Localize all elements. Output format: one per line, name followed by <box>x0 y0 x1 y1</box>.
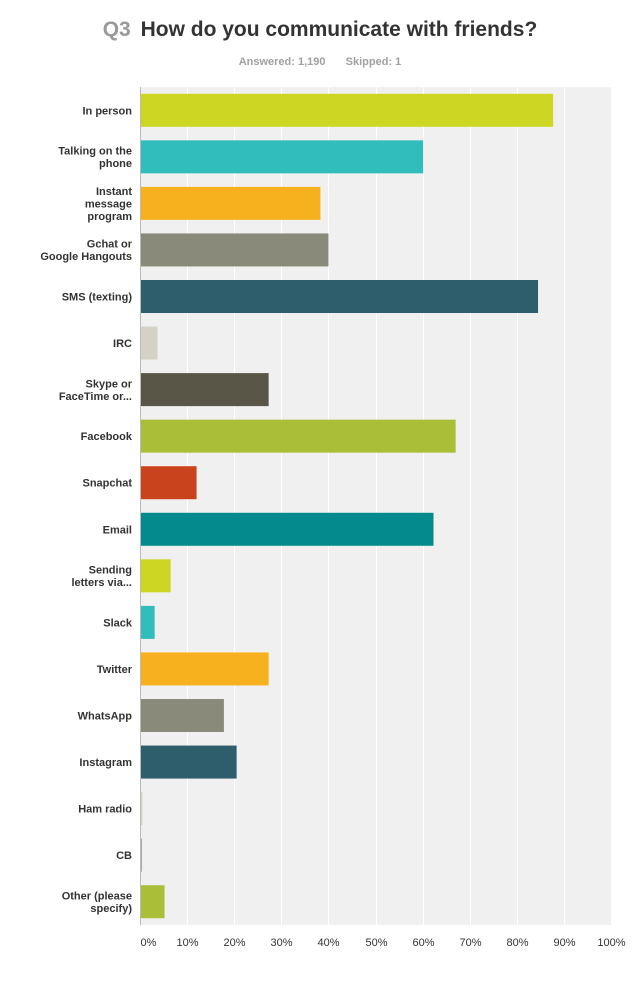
category-label-line: program <box>87 211 132 223</box>
x-tick-label: 10% <box>176 937 198 949</box>
bar <box>141 373 269 407</box>
bar <box>141 93 554 127</box>
category-label: Ham radio <box>78 804 132 816</box>
x-tick-label: 50% <box>365 937 387 949</box>
category-label-line: message <box>85 198 132 210</box>
answered-count: 1,190 <box>298 56 326 68</box>
category-label-line: Facebook <box>81 431 133 443</box>
question-text: How do you communicate with friends? <box>140 18 538 41</box>
x-tick-labels: 0% 10% 20% 30% 40% 50% 60% 70% 80% 90% 100% <box>141 937 626 949</box>
bar <box>141 233 329 267</box>
category-label: Email <box>103 524 132 536</box>
bar <box>141 280 539 313</box>
category-label: Gchat or Google Hangouts <box>40 239 132 264</box>
bar <box>141 699 224 732</box>
category-label-line: Other (please <box>62 890 132 902</box>
category-label: SMS (texting) <box>62 292 133 304</box>
skipped-count: 1 <box>395 56 402 68</box>
category-label-line: Ham radio <box>78 804 132 816</box>
category-label-line: CB <box>116 850 132 862</box>
category-label-line: Snapchat <box>82 478 132 490</box>
bar <box>141 792 143 826</box>
category-label: Snapchat <box>82 478 132 490</box>
x-tick-label: 30% <box>270 937 292 949</box>
category-labels: In person Talking on the phone Instant messa… <box>40 105 133 915</box>
category-label: In person <box>82 105 132 117</box>
bar <box>141 419 456 453</box>
bar <box>141 745 237 779</box>
x-tick-label: 0% <box>141 937 157 949</box>
category-label-line: Instant <box>96 186 132 198</box>
category-label: IRC <box>113 338 132 350</box>
category-label-line: Gchat or <box>87 239 133 251</box>
bar <box>141 605 155 639</box>
category-label-line: letters via... <box>71 577 132 589</box>
category-label-line: Instagram <box>79 757 132 769</box>
category-label-line: FaceTime or... <box>59 391 132 403</box>
bar <box>141 559 171 593</box>
category-label-line: SMS (texting) <box>62 292 133 304</box>
category-label: Sending letters via... <box>71 565 132 590</box>
category-label-line: Skype or <box>86 378 133 390</box>
category-label-line: specify) <box>90 903 132 915</box>
x-tick-label: 20% <box>223 937 245 949</box>
category-label: Instant message program <box>85 186 132 223</box>
category-label-line: Slack <box>103 617 133 629</box>
bar <box>141 326 158 360</box>
category-label: Other (please specify) <box>62 890 133 915</box>
category-label-line: In person <box>82 105 132 117</box>
bar <box>141 140 424 174</box>
answered-label: Answered: <box>238 56 295 68</box>
bar <box>141 652 269 686</box>
category-label: Skype or FaceTime or... <box>59 378 133 403</box>
response-stats: Answered: 1,190 Skipped: 1 <box>0 56 640 68</box>
category-label: Twitter <box>97 664 133 676</box>
x-tick-label: 40% <box>317 937 339 949</box>
bars-group <box>141 93 554 919</box>
x-tick-label: 80% <box>506 937 528 949</box>
x-tick-label: 90% <box>553 937 575 949</box>
category-label-line: IRC <box>113 338 132 350</box>
category-label-line: WhatsApp <box>78 711 133 723</box>
category-label: Facebook <box>81 431 133 443</box>
x-tick-label: 100% <box>597 937 625 949</box>
category-label: Instagram <box>79 757 132 769</box>
category-label: Slack <box>103 617 133 629</box>
category-label-line: Talking on the <box>58 146 132 158</box>
category-label: WhatsApp <box>78 711 133 723</box>
question-number: Q3 <box>102 18 131 41</box>
question-title: Q3 How do you communicate with friends? <box>0 18 640 42</box>
gridlines <box>140 87 612 925</box>
x-tick-label: 70% <box>459 937 481 949</box>
category-label: CB <box>116 850 132 862</box>
category-label-line: Email <box>103 524 132 536</box>
category-label: Talking on the phone <box>58 146 132 171</box>
plot-background <box>140 87 611 925</box>
category-label-line: Twitter <box>97 664 133 676</box>
bar <box>141 885 165 919</box>
bar <box>141 466 197 500</box>
skipped-label: Skipped: <box>345 56 393 68</box>
category-label-line: Sending <box>89 565 132 577</box>
category-label-line: phone <box>99 158 132 170</box>
bar <box>141 186 321 220</box>
x-tick-label: 60% <box>412 937 434 949</box>
category-label-line: Google Hangouts <box>40 251 132 263</box>
bar <box>141 512 434 546</box>
